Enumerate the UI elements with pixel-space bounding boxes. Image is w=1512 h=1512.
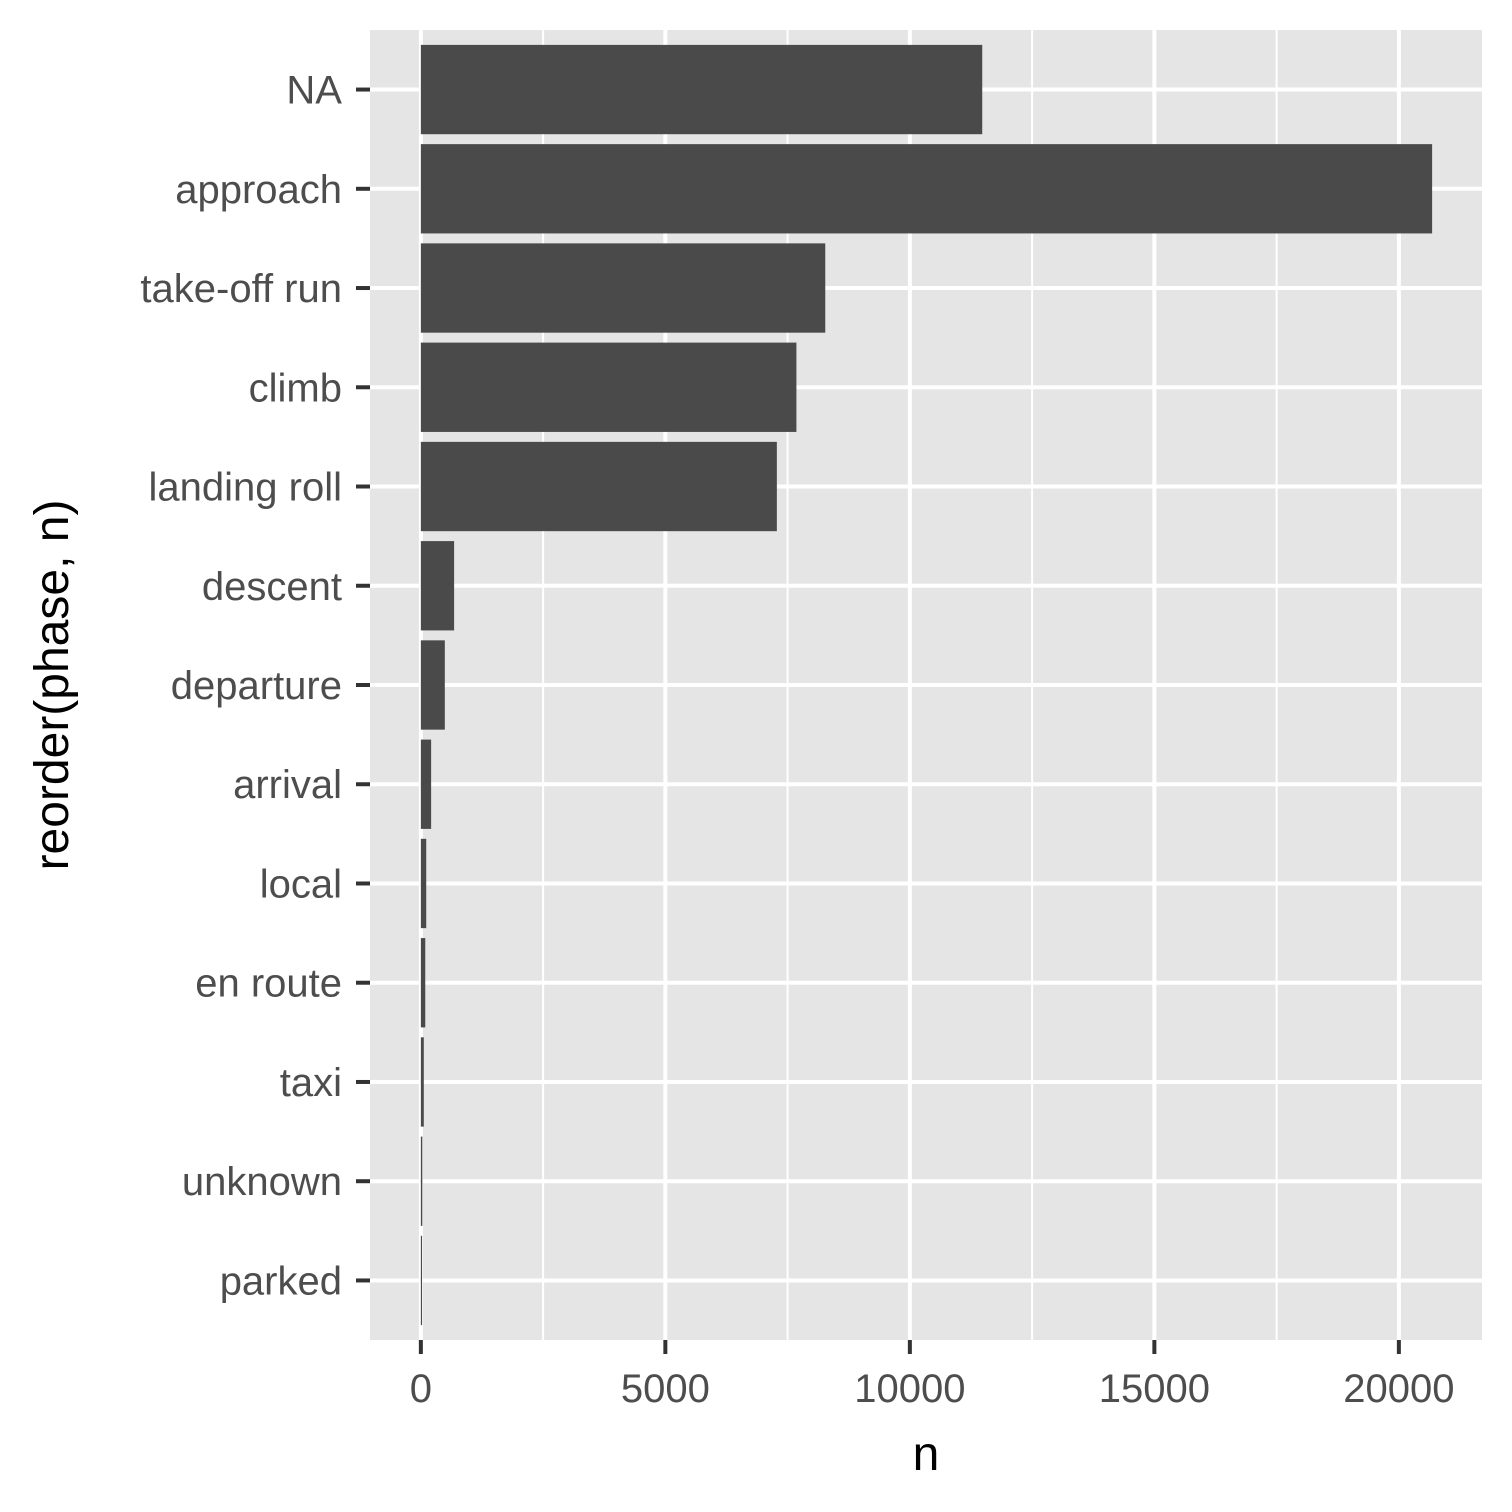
y-tick-label: take-off run: [140, 267, 342, 311]
x-axis-title: n: [913, 1428, 940, 1481]
bar-descent: [420, 541, 455, 631]
bar-parked: [420, 1235, 423, 1326]
y-tick-label: en route: [195, 962, 342, 1006]
y-tick-label: local: [260, 862, 342, 906]
bars: [420, 44, 1433, 1326]
bar-en-route: [420, 938, 426, 1028]
y-tick-label: arrival: [233, 763, 342, 807]
bar-take-off-run: [420, 243, 826, 333]
y-tick-label: parked: [220, 1259, 342, 1303]
y-tick-label: unknown: [182, 1160, 342, 1204]
y-tick-label: climb: [249, 366, 342, 410]
bar-departure: [420, 640, 445, 730]
y-axis: NA approach take-off run climb landing roll d…: [140, 69, 370, 1303]
bar-local: [420, 838, 427, 929]
y-tick-label: approach: [175, 168, 342, 212]
bar-arrival: [420, 739, 432, 829]
bar-na: [420, 44, 983, 135]
y-tick-label: descent: [202, 565, 342, 609]
bar-taxi: [420, 1037, 424, 1127]
x-tick-label: 15000: [1099, 1367, 1210, 1411]
x-tick-label: 20000: [1343, 1367, 1454, 1411]
y-tick-label: NA: [286, 69, 342, 113]
x-tick-label: 10000: [854, 1367, 965, 1411]
y-tick-label: taxi: [280, 1061, 342, 1105]
x-tick-label: 0: [410, 1367, 432, 1411]
x-tick-label: 5000: [621, 1367, 710, 1411]
x-axis: 0 5000 10000 15000 20000: [410, 1340, 1454, 1411]
y-axis-title: reorder(phase, n): [26, 500, 79, 871]
bar-approach: [420, 144, 1433, 234]
bar-landing-roll: [420, 441, 777, 532]
y-tick-label: landing roll: [149, 466, 342, 510]
y-tick-label: departure: [171, 664, 342, 708]
bar-climb: [420, 342, 797, 432]
bar-unknown: [420, 1136, 423, 1226]
